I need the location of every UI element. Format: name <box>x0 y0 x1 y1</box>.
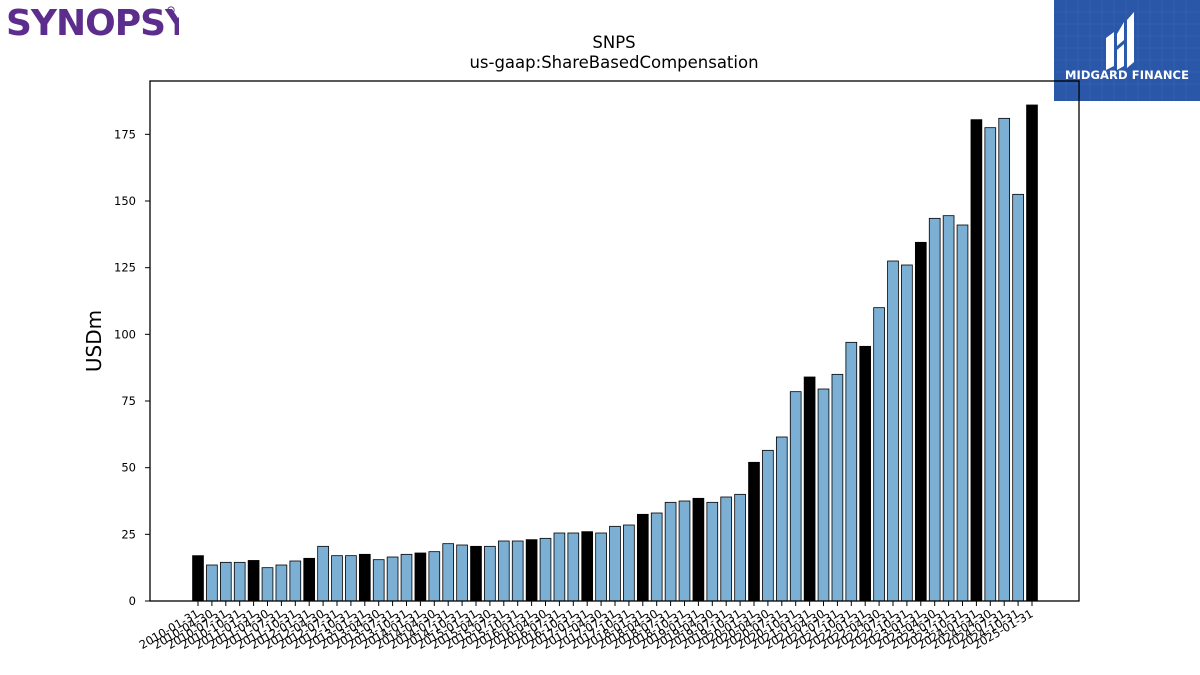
bar-2010-04-30 <box>206 564 218 602</box>
bar-2013-01-31 <box>358 553 371 602</box>
bar-2023-04-30 <box>928 217 941 602</box>
bar-2023-07-31 <box>942 215 955 602</box>
y-tick-label: 100 <box>114 327 136 341</box>
bar-2010-10-31 <box>233 561 246 602</box>
bar-2021-04-30 <box>817 388 830 602</box>
bar-series <box>192 104 1038 602</box>
midgard-finance-text: MIDGARD FINANCE <box>1064 68 1190 82</box>
bar-2011-04-30 <box>261 567 274 602</box>
bar-2016-10-31 <box>567 532 580 602</box>
bar-2014-01-31 <box>414 552 427 602</box>
bar-2013-04-30 <box>372 559 385 602</box>
bar-2022-10-31 <box>901 264 913 602</box>
bar-2016-04-30 <box>539 537 552 602</box>
bar-2012-10-31 <box>345 555 357 602</box>
bar-2017-01-31 <box>581 531 594 602</box>
bar-2021-10-31 <box>845 341 858 602</box>
bar-2014-07-31 <box>442 543 455 602</box>
x-axis: 2010-01-312010-04-302010-07-312010-10-31… <box>137 601 1036 652</box>
bar-2019-04-30 <box>706 501 719 602</box>
bar-2012-04-30 <box>317 545 329 602</box>
bar-2020-01-31 <box>748 461 760 602</box>
bar-2020-04-30 <box>762 449 774 602</box>
bar-2014-04-30 <box>428 551 441 602</box>
bar-2024-10-31 <box>1012 193 1024 602</box>
bar-2018-10-31 <box>678 500 691 602</box>
bar-2021-01-31 <box>803 376 816 602</box>
bar-2011-07-31 <box>275 564 288 602</box>
bar-2023-10-31 <box>956 224 969 602</box>
plot-frame <box>149 80 1080 602</box>
bar-2016-07-31 <box>553 532 566 602</box>
bar-2020-07-31 <box>775 436 788 602</box>
bar-2019-07-31 <box>720 496 733 602</box>
y-tick-label: 125 <box>114 261 136 275</box>
y-axis: 0 25 50 75 100 125 150 175 <box>114 127 150 608</box>
bar-2019-10-31 <box>734 493 746 602</box>
bar-2017-07-31 <box>609 525 621 602</box>
bar-2016-01-31 <box>525 539 538 602</box>
midgard-emblem-icon <box>1106 12 1134 70</box>
y-tick-label: 50 <box>121 461 136 475</box>
bar-2014-10-31 <box>456 544 468 602</box>
bar-2017-04-30 <box>595 532 607 602</box>
bar-2025-01-31 <box>1026 104 1038 602</box>
bar-2022-04-30 <box>873 307 885 602</box>
y-axis-label: USDm <box>82 310 106 372</box>
bar-2010-07-31 <box>219 561 232 602</box>
bar-2021-07-31 <box>831 373 844 602</box>
y-tick-label: 75 <box>121 394 136 408</box>
bar-2012-07-31 <box>331 555 343 602</box>
registered-mark-icon <box>167 6 175 14</box>
bar-2024-01-31 <box>970 119 983 602</box>
bar-2013-07-31 <box>386 556 399 602</box>
bar-2022-01-31 <box>859 345 872 602</box>
chart-subtitle: us-gaap:ShareBasedCompensation <box>469 53 758 72</box>
y-tick-label: 0 <box>129 594 136 608</box>
y-tick-label: 25 <box>121 527 136 541</box>
chart-title: SNPS <box>592 33 635 52</box>
y-tick-label: 175 <box>114 127 136 141</box>
bar-2015-07-31 <box>497 540 510 602</box>
bar-2022-07-31 <box>887 260 899 602</box>
bar-2015-01-31 <box>470 545 482 602</box>
bar-2018-07-31 <box>664 501 677 602</box>
bar-2017-10-31 <box>623 524 635 602</box>
bar-2010-01-31 <box>192 555 204 602</box>
bar-2011-10-31 <box>289 560 302 602</box>
bar-2020-10-31 <box>789 391 802 602</box>
bar-2018-04-30 <box>650 512 663 602</box>
bar-2024-04-30 <box>984 127 997 602</box>
bar-2024-07-31 <box>998 117 1011 602</box>
bar-2015-10-31 <box>511 540 524 602</box>
midgard-grid-icon <box>1054 0 1200 101</box>
y-tick-label: 150 <box>114 194 136 208</box>
bar-2018-01-31 <box>636 513 649 602</box>
bar-2019-01-31 <box>692 497 705 602</box>
bar-2011-01-31 <box>247 560 260 602</box>
bar-2012-01-31 <box>303 557 316 602</box>
bar-2015-04-30 <box>484 545 496 602</box>
bar-2013-10-31 <box>400 553 413 602</box>
midgard-finance-logo: MIDGARD FINANCE <box>1054 0 1200 101</box>
bar-2023-01-31 <box>914 241 927 602</box>
